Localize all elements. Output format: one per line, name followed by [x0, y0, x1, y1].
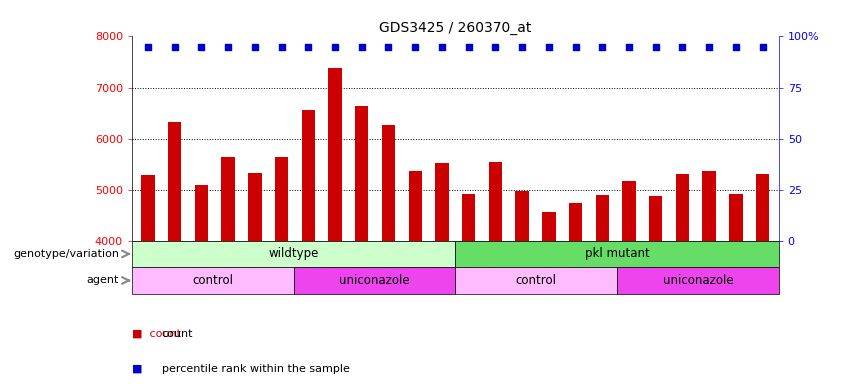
- Point: [248, 44, 261, 50]
- Bar: [132, 241, 455, 267]
- Bar: [195, 185, 208, 241]
- Text: control: control: [516, 274, 557, 287]
- Bar: [756, 174, 769, 241]
- Bar: [355, 106, 368, 241]
- Bar: [328, 68, 342, 241]
- Title: GDS3425 / 260370_at: GDS3425 / 260370_at: [379, 22, 532, 35]
- Bar: [248, 173, 261, 241]
- Bar: [596, 195, 609, 241]
- Text: wildtype: wildtype: [268, 247, 319, 260]
- Bar: [382, 125, 395, 241]
- Text: uniconazole: uniconazole: [663, 274, 733, 287]
- Point: [729, 44, 743, 50]
- Point: [596, 44, 609, 50]
- Bar: [435, 162, 448, 241]
- Bar: [729, 194, 743, 241]
- Point: [516, 44, 529, 50]
- Text: ■  count: ■ count: [132, 329, 181, 339]
- Point: [355, 44, 368, 50]
- Point: [488, 44, 502, 50]
- Bar: [542, 212, 556, 241]
- Point: [221, 44, 235, 50]
- Point: [435, 44, 448, 50]
- Point: [542, 44, 556, 50]
- Point: [702, 44, 716, 50]
- Point: [141, 44, 155, 50]
- Text: uniconazole: uniconazole: [340, 274, 409, 287]
- Point: [462, 44, 476, 50]
- Point: [168, 44, 181, 50]
- Bar: [622, 182, 636, 241]
- Point: [568, 44, 582, 50]
- Point: [756, 44, 769, 50]
- Text: ■: ■: [132, 364, 142, 374]
- Bar: [275, 157, 288, 241]
- Point: [328, 44, 342, 50]
- Point: [381, 44, 395, 50]
- Bar: [294, 267, 455, 294]
- Text: pkl mutant: pkl mutant: [585, 247, 649, 260]
- Bar: [676, 174, 689, 241]
- Text: agent: agent: [87, 275, 119, 285]
- Bar: [488, 162, 502, 241]
- Point: [676, 44, 689, 50]
- Point: [275, 44, 288, 50]
- Text: count: count: [162, 329, 193, 339]
- Text: control: control: [192, 274, 233, 287]
- Bar: [455, 267, 617, 294]
- Bar: [141, 175, 155, 241]
- Bar: [221, 157, 235, 241]
- Bar: [516, 190, 528, 241]
- Bar: [132, 267, 294, 294]
- Bar: [301, 111, 315, 241]
- Bar: [168, 122, 181, 241]
- Point: [301, 44, 315, 50]
- Point: [408, 44, 422, 50]
- Point: [195, 44, 208, 50]
- Text: genotype/variation: genotype/variation: [13, 249, 119, 259]
- Bar: [462, 194, 476, 241]
- Point: [622, 44, 636, 50]
- Bar: [702, 171, 716, 241]
- Bar: [408, 171, 422, 241]
- Bar: [568, 204, 582, 241]
- Bar: [649, 196, 662, 241]
- Point: [649, 44, 663, 50]
- Bar: [455, 241, 779, 267]
- Text: percentile rank within the sample: percentile rank within the sample: [162, 364, 350, 374]
- Bar: [617, 267, 779, 294]
